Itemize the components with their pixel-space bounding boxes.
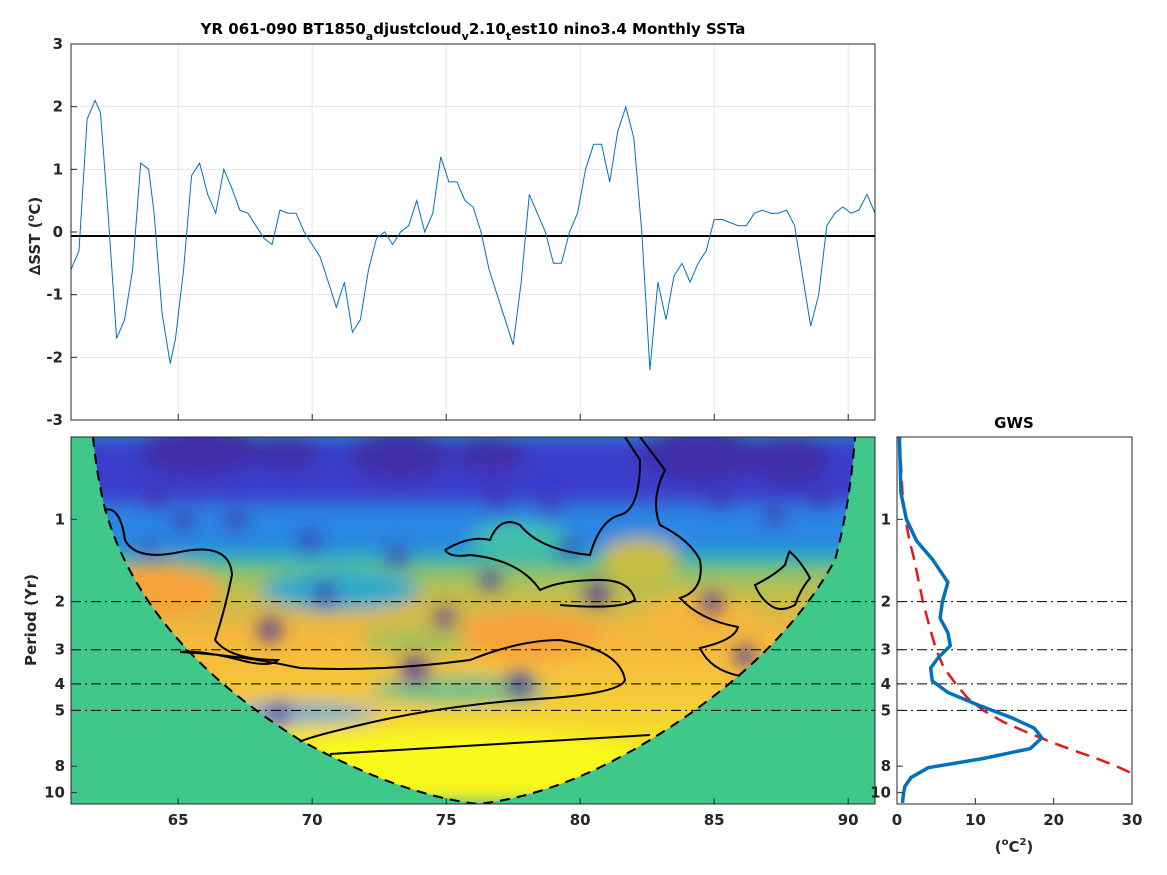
y-tick-label: 10 <box>44 784 65 802</box>
x-tick-label: 75 <box>436 811 457 829</box>
y-tick-label: 3 <box>53 35 63 53</box>
wavelet-reference-lines <box>71 601 875 711</box>
x-tick-label: 90 <box>838 811 859 829</box>
cone-of-influence-mask <box>71 437 875 804</box>
gws-xlabel: (oC2) <box>995 837 1034 856</box>
x-tick-label: 20 <box>1043 811 1064 829</box>
gws-significance-line <box>898 437 1132 775</box>
y-tick-label: 3 <box>881 641 891 659</box>
y-tick-label: 0 <box>53 223 63 241</box>
significance-contours <box>103 437 812 755</box>
y-tick-label: -3 <box>46 411 63 429</box>
y-tick-label: 8 <box>881 757 891 775</box>
sst-anomaly-line <box>71 99 875 370</box>
y-tick-label: 1 <box>881 510 891 528</box>
x-tick-label: 80 <box>570 811 591 829</box>
y-tick-label: 2 <box>53 98 63 116</box>
timeseries-ticks: -3 -2 -1 0 1 2 3 <box>46 35 849 429</box>
x-tick-label: 0 <box>892 811 902 829</box>
x-tick-label: 70 <box>302 811 323 829</box>
wavelet-ticks: 65 70 75 80 85 90 1 2 3 4 5 8 10 <box>44 510 859 829</box>
y-tick-label: -1 <box>46 286 63 304</box>
wavelet-panel <box>71 437 875 804</box>
wavelet-spots <box>143 488 829 723</box>
figure-title: YR 061-090 BT1850adjustcloudv2.10test10 … <box>200 20 746 43</box>
x-tick-label: 10 <box>965 811 986 829</box>
gws-title: GWS <box>994 414 1034 432</box>
y-tick-label: 2 <box>881 593 891 611</box>
y-tick-label: 4 <box>55 675 65 693</box>
y-tick-label: 8 <box>55 757 65 775</box>
x-tick-label: 85 <box>704 811 725 829</box>
y-tick-label: 1 <box>55 510 65 528</box>
y-tick-label: 4 <box>881 675 891 693</box>
gws-reference-lines <box>897 601 1132 711</box>
y-tick-label: 10 <box>870 784 891 802</box>
y-tick-label: -2 <box>46 348 63 366</box>
timeseries-ylabel: ∆SST (oC) <box>26 197 44 275</box>
y-tick-label: 1 <box>53 160 63 178</box>
y-tick-label: 5 <box>881 701 891 719</box>
x-tick-label: 65 <box>168 811 189 829</box>
gws-power-line <box>897 437 1045 804</box>
y-tick-label: 5 <box>55 701 65 719</box>
y-tick-label: 3 <box>55 641 65 659</box>
cone-of-influence-line <box>92 437 856 804</box>
x-tick-label: 30 <box>1122 811 1143 829</box>
y-tick-label: 2 <box>55 593 65 611</box>
wavelet-ylabel: Period (Yr) <box>22 574 40 666</box>
timeseries-panel: -3 -2 -1 0 1 2 3 ∆SST (oC) <box>26 35 876 429</box>
